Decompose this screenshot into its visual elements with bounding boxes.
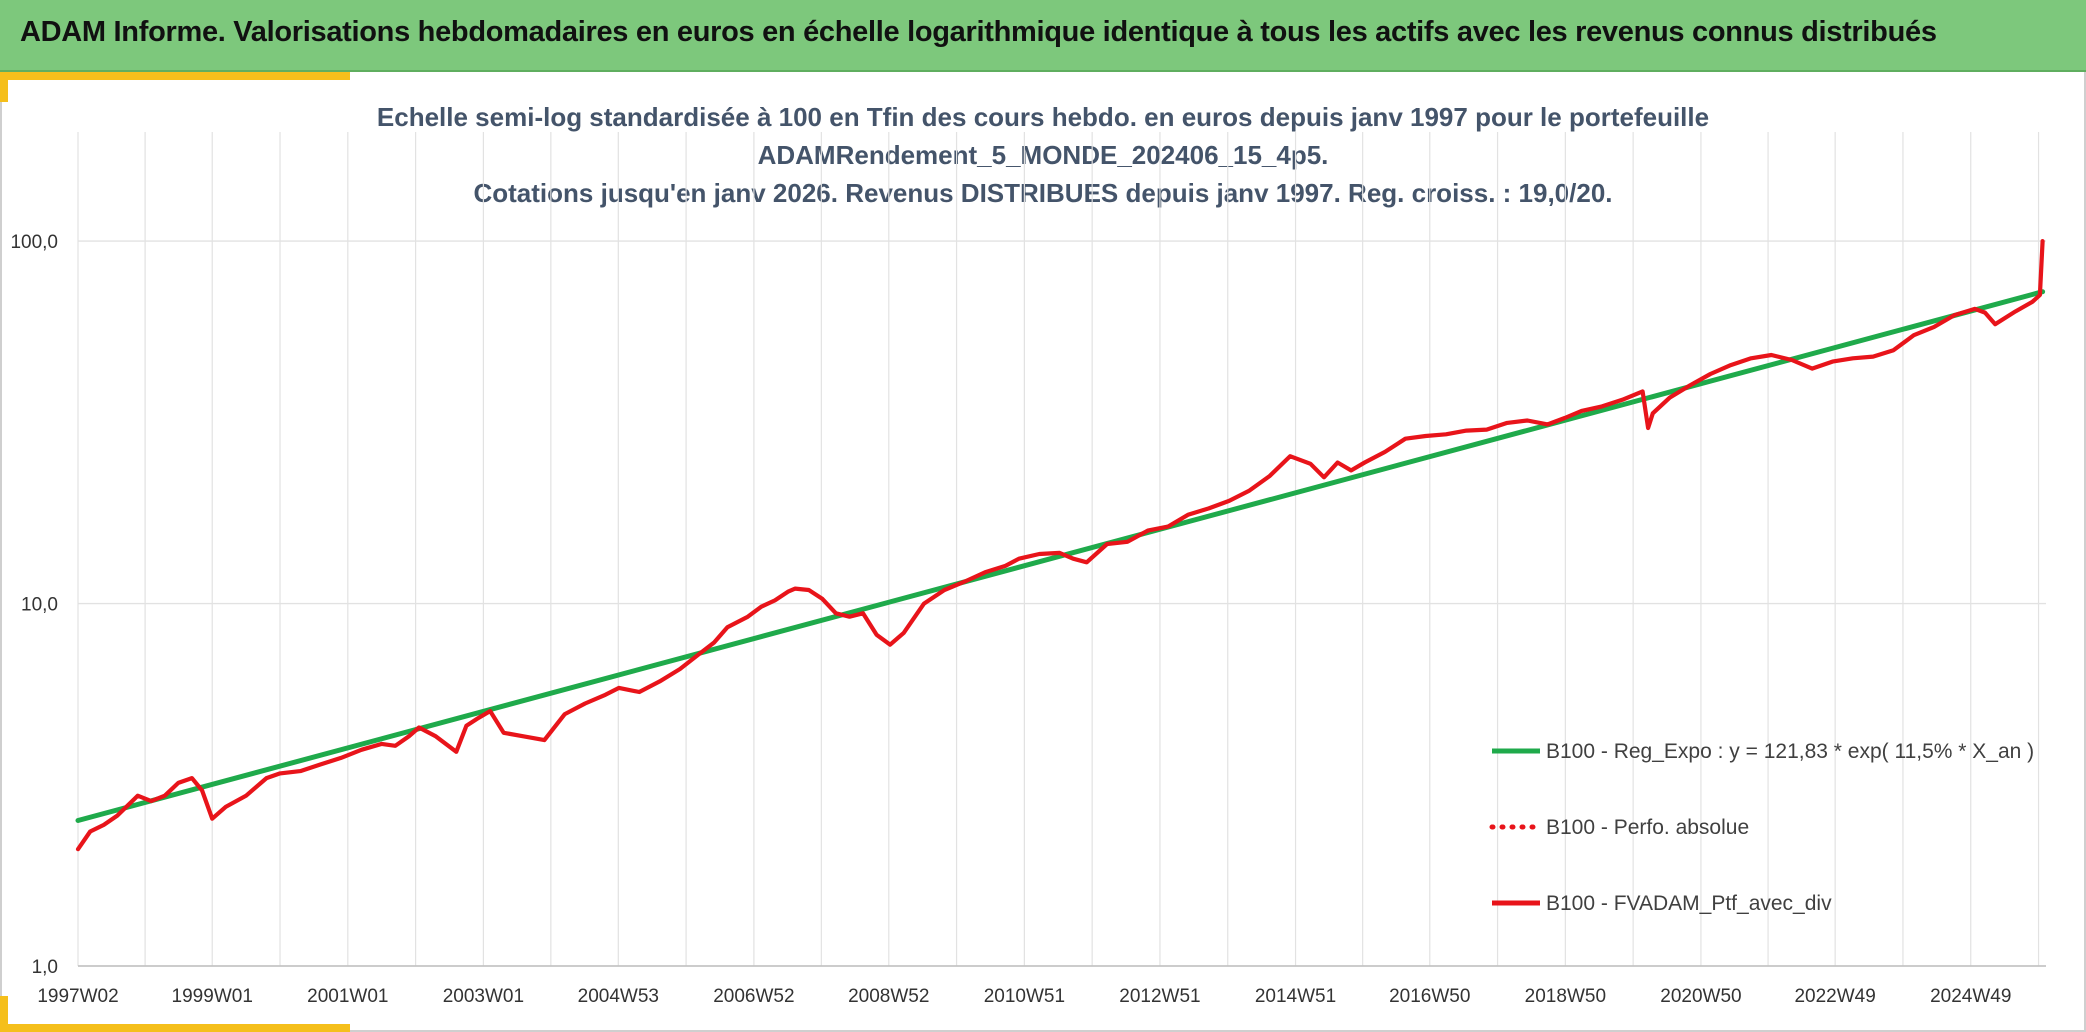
y-tick-label: 1,0 xyxy=(32,957,58,978)
x-tick-label: 2006W52 xyxy=(713,986,794,1007)
legend-label: B100 - Reg_Expo : y = 121,83 * exp( 11,5… xyxy=(1546,740,2034,763)
x-tick-label: 2003W01 xyxy=(443,986,524,1007)
x-tick-label: 2001W01 xyxy=(307,986,388,1007)
x-tick-label: 2024W49 xyxy=(1930,986,2011,1007)
x-tick-label: 2012W51 xyxy=(1119,986,1200,1007)
x-tick-label: 2014W51 xyxy=(1255,986,1336,1007)
y-tick-label: 100,0 xyxy=(10,232,58,253)
x-tick-label: 1997W02 xyxy=(37,986,118,1007)
accent-bar-top xyxy=(0,72,350,80)
x-tick-label: 1999W01 xyxy=(172,986,253,1007)
chart-title-line-1: Echelle semi-log standardisée à 100 en T… xyxy=(376,102,1710,132)
accent-bar-bottom xyxy=(0,1024,350,1032)
chart-frame xyxy=(0,72,2086,1032)
x-tick-label: 2010W51 xyxy=(984,986,1065,1007)
accent-corner-top xyxy=(0,72,8,102)
x-tick-label: 2020W50 xyxy=(1660,986,1741,1007)
x-tick-label: 2018W50 xyxy=(1525,986,1606,1007)
chart-title-line-3: Cotations jusqu'en janv 2026. Revenus DI… xyxy=(473,178,1613,208)
chart-title: Echelle semi-log standardisée à 100 en T… xyxy=(0,98,2086,212)
y-tick-label: 10,0 xyxy=(21,595,58,616)
series-line-portfolio xyxy=(75,239,2045,852)
chart-title-line-2: ADAMRendement_5_MONDE_202406_15_4p5. xyxy=(757,140,1329,170)
x-tick-label: 2016W50 xyxy=(1389,986,1470,1007)
series-line-regression xyxy=(75,289,2046,823)
accent-corner-bottom xyxy=(0,996,8,1032)
legend-label: B100 - Perfo. absolue xyxy=(1546,816,1749,839)
report-title: ADAM Informe. Valorisations hebdomadaire… xyxy=(20,16,1937,48)
x-tick-label: 2004W53 xyxy=(578,986,659,1007)
x-tick-label: 2022W49 xyxy=(1794,986,1875,1007)
x-tick-label: 2008W52 xyxy=(848,986,929,1007)
header-banner: ADAM Informe. Valorisations hebdomadaire… xyxy=(0,0,2086,72)
legend-label: B100 - FVADAM_Ptf_avec_div xyxy=(1546,892,1832,915)
